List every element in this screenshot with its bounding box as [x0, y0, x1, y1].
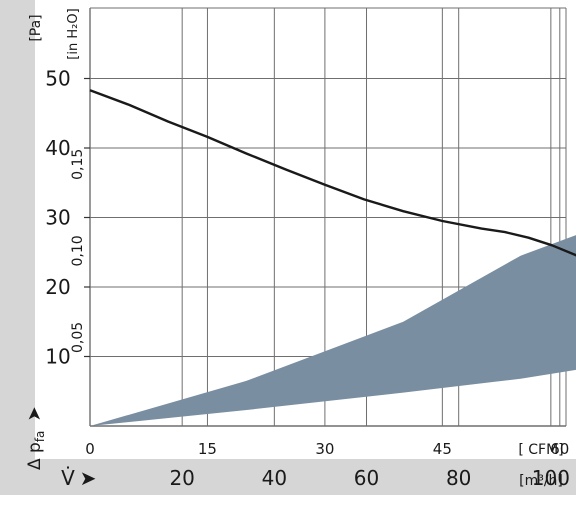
- cfm-tick-label: 30: [315, 440, 334, 458]
- m3h-tick-label: 80: [446, 466, 471, 490]
- fan-curve-line: [89, 89, 576, 257]
- cfm-tick-label: 60: [550, 440, 569, 458]
- y-axis-symbol-subscript: fa: [33, 431, 47, 443]
- y-unit-left-label: [Pa]: [28, 14, 44, 41]
- x-unit-top-label: [ CFM]: [518, 442, 563, 458]
- m3h-tick-label: 20: [169, 466, 194, 490]
- cfm-tick-label: 45: [433, 440, 452, 458]
- pa-tick-label: 30: [45, 206, 70, 230]
- cfm-tick-label: 15: [198, 440, 217, 458]
- left-axis-band: [0, 0, 35, 495]
- cfm-tick-label: 0: [85, 440, 95, 458]
- m3h-tick-label: 60: [354, 466, 379, 490]
- x-unit-bottom-label: [m³/h]: [519, 473, 563, 489]
- pa-tick-label: 20: [45, 275, 70, 299]
- y-axis-symbol-main: Δ p: [25, 442, 45, 470]
- bottom-axis-band: [0, 459, 576, 495]
- inh2o-tick-label: 0,05: [70, 322, 86, 353]
- pa-tick-label: 40: [45, 136, 70, 160]
- inh2o-tick-label: 0,10: [70, 235, 86, 266]
- x-axis-symbol: V̇: [61, 466, 75, 490]
- x-axis-arrow: ➤: [80, 466, 97, 490]
- m3h-tick-label: 100: [532, 466, 570, 490]
- y-unit-right-label: [in H₂O]: [66, 8, 81, 59]
- inh2o-tick-label: 0,15: [70, 149, 86, 180]
- operating-range-area: [90, 235, 576, 426]
- pa-tick-label: 50: [45, 67, 70, 91]
- pa-tick-label: 10: [45, 345, 70, 369]
- m3h-tick-label: 40: [262, 466, 287, 490]
- y-axis-symbol: Δ pfa: [25, 431, 47, 470]
- y-axis-arrow: ➤: [24, 406, 45, 421]
